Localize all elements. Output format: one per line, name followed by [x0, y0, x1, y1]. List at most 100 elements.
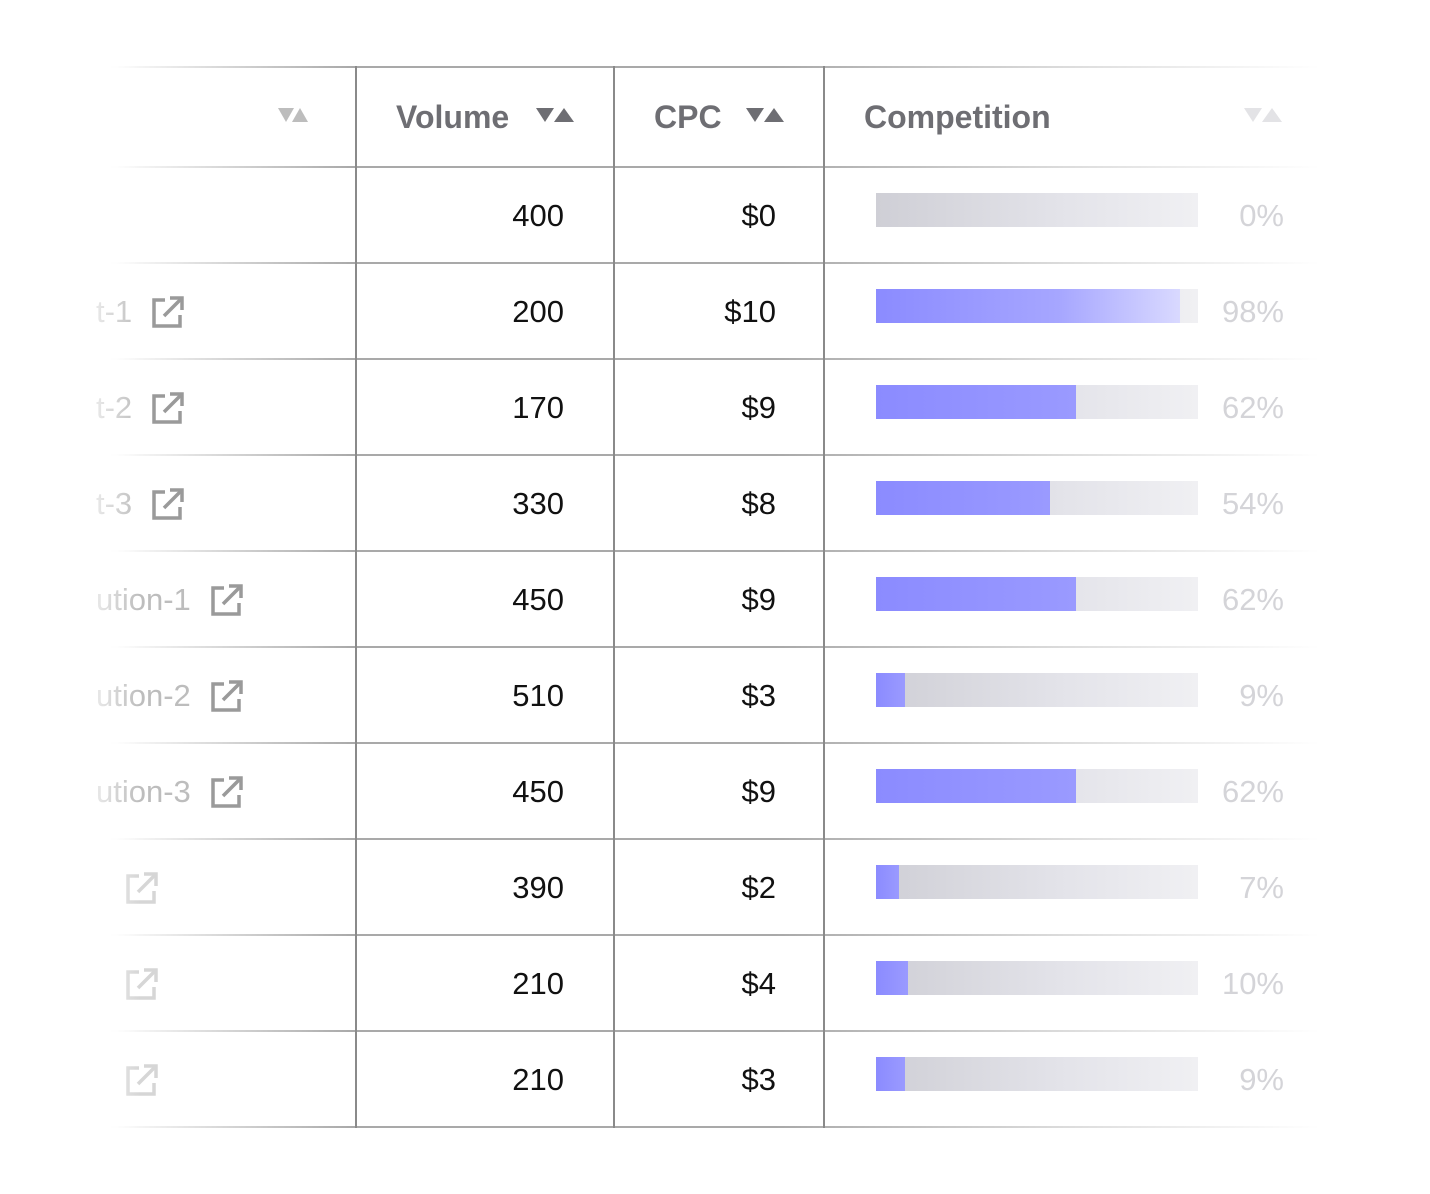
cpc-cell: $0 — [741, 198, 776, 233]
competition-percent: 62% — [1221, 582, 1284, 617]
external-link-icon[interactable] — [209, 678, 245, 714]
keyword-cell — [124, 1032, 160, 1128]
competition-bar-fill — [876, 865, 899, 899]
keyword-label: ution-2 — [96, 678, 191, 713]
cpc-header-label: CPC — [654, 98, 722, 135]
cpc-cell: $9 — [741, 774, 776, 809]
keyword-cell: t-2 — [96, 360, 186, 456]
cpc-cell: $4 — [741, 966, 776, 1001]
table-row[interactable]: t-3 330 $8 54% — [0, 456, 1430, 552]
table-row[interactable]: ution-1 450 $9 62% — [0, 552, 1430, 648]
volume-cell: 400 — [512, 198, 564, 233]
competition-bar-fill — [876, 385, 1076, 419]
table-row[interactable]: 210 $4 10% — [0, 936, 1430, 1032]
volume-cell: 210 — [512, 966, 564, 1001]
table-row[interactable]: t-1 200 $10 98% — [0, 264, 1430, 360]
external-link-icon[interactable] — [124, 1062, 160, 1098]
competition-bar-fill — [876, 577, 1076, 611]
competition-percent: 9% — [1239, 678, 1284, 713]
keyword-cell: t-3 — [96, 456, 186, 552]
column-divider — [613, 66, 615, 1128]
grid-line — [110, 262, 1320, 264]
keyword-label: ution-1 — [96, 582, 191, 617]
competition-bar — [876, 865, 1198, 899]
competition-percent: 62% — [1221, 390, 1284, 425]
grid-line — [110, 934, 1320, 936]
table-header: Volume CPC Competition — [0, 68, 1430, 166]
column-header-competition[interactable]: Competition — [864, 68, 1051, 166]
competition-bar — [876, 385, 1198, 419]
keyword-cell: t-1 — [96, 264, 186, 360]
grid-line — [110, 454, 1320, 456]
external-link-icon[interactable] — [209, 774, 245, 810]
column-header-volume[interactable]: Volume — [396, 68, 509, 166]
keyword-cell: ution-3 — [96, 744, 245, 840]
grid-line — [110, 358, 1320, 360]
keyword-label: ution-3 — [96, 774, 191, 809]
external-link-icon[interactable] — [150, 294, 186, 330]
sort-cpc-icon[interactable] — [746, 106, 786, 124]
competition-bar — [876, 289, 1198, 323]
cpc-cell: $9 — [741, 582, 776, 617]
sort-competition-icon[interactable] — [1244, 106, 1284, 124]
competition-bar — [876, 673, 1198, 707]
cpc-cell: $8 — [741, 486, 776, 521]
volume-header-label: Volume — [396, 98, 510, 135]
volume-cell: 450 — [512, 582, 564, 617]
competition-bar-fill — [876, 769, 1076, 803]
competition-percent: 0% — [1239, 198, 1284, 233]
volume-cell: 510 — [512, 678, 564, 713]
grid-line — [110, 66, 1320, 68]
external-link-icon[interactable] — [150, 486, 186, 522]
competition-percent: 54% — [1221, 486, 1284, 521]
competition-bar-fill — [876, 481, 1050, 515]
table-row[interactable]: t-2 170 $9 62% — [0, 360, 1430, 456]
table-row[interactable]: 390 $2 7% — [0, 840, 1430, 936]
keyword-cell — [124, 840, 160, 936]
keyword-label: t-3 — [96, 486, 133, 521]
grid-line — [110, 646, 1320, 648]
keyword-cell: ution-1 — [96, 552, 245, 648]
table-row[interactable]: ution-2 510 $3 9% — [0, 648, 1430, 744]
competition-bar — [876, 481, 1198, 515]
grid-line — [110, 838, 1320, 840]
volume-cell: 200 — [512, 294, 564, 329]
external-link-icon[interactable] — [209, 582, 245, 618]
sort-keyword-icon[interactable] — [278, 106, 318, 124]
grid-line — [110, 742, 1320, 744]
competition-bar-fill — [876, 289, 1180, 323]
keyword-cell — [124, 936, 160, 1032]
cpc-cell: $3 — [741, 1062, 776, 1097]
table-row[interactable]: ution-3 450 $9 62% — [0, 744, 1430, 840]
external-link-icon[interactable] — [124, 966, 160, 1002]
competition-percent: 10% — [1221, 966, 1284, 1001]
grid-line — [110, 550, 1320, 552]
external-link-icon[interactable] — [124, 870, 160, 906]
keyword-cell: ution-2 — [96, 648, 245, 744]
competition-bar-fill — [876, 1057, 905, 1091]
competition-bar — [876, 1057, 1198, 1091]
table-row[interactable]: 400 $0 0% — [0, 168, 1430, 264]
column-header-cpc[interactable]: CPC — [654, 68, 722, 166]
competition-percent: 62% — [1221, 774, 1284, 809]
volume-cell: 450 — [512, 774, 564, 809]
competition-percent: 9% — [1239, 1062, 1284, 1097]
cpc-cell: $9 — [741, 390, 776, 425]
column-divider — [823, 66, 825, 1128]
cpc-cell: $10 — [724, 294, 776, 329]
competition-bar — [876, 577, 1198, 611]
keyword-label: t-1 — [96, 294, 133, 329]
volume-cell: 330 — [512, 486, 564, 521]
competition-percent: 98% — [1221, 294, 1284, 329]
cpc-cell: $2 — [741, 870, 776, 905]
volume-cell: 390 — [512, 870, 564, 905]
table-row[interactable]: 210 $3 9% — [0, 1032, 1430, 1128]
volume-cell: 170 — [512, 390, 564, 425]
competition-bar-fill — [876, 961, 908, 995]
sort-volume-icon[interactable] — [536, 106, 576, 124]
volume-cell: 210 — [512, 1062, 564, 1097]
external-link-icon[interactable] — [150, 390, 186, 426]
grid-line — [110, 166, 1320, 168]
grid-line — [110, 1030, 1320, 1032]
